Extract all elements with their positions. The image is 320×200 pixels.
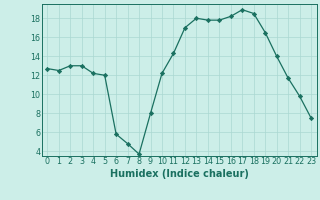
X-axis label: Humidex (Indice chaleur): Humidex (Indice chaleur) [110, 169, 249, 179]
